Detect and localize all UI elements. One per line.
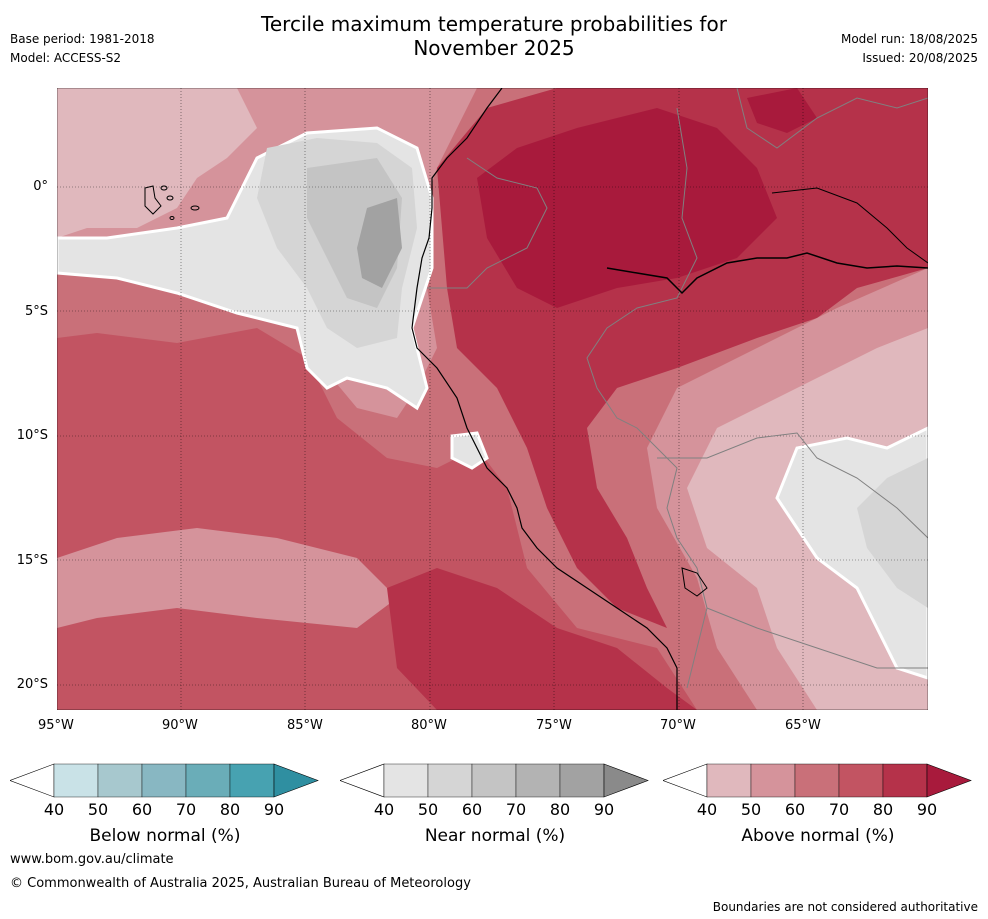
cb-above-tick-40: 40 <box>696 800 718 819</box>
colorbar-above-segment-4 <box>882 763 928 798</box>
colorbar-near-ticks: 40 50 60 70 80 90 <box>340 800 650 822</box>
cb-below-tick-90: 90 <box>263 800 285 819</box>
model-run: Model run: 18/08/2025 <box>840 32 978 46</box>
title-line-1: Tercile maximum temperature probabilitie… <box>261 12 727 36</box>
colorbar-below-segment-0 <box>53 763 99 798</box>
lon-tick-2: 85°W <box>287 718 323 733</box>
map-gridlines <box>57 88 928 710</box>
cb-below-tick-40: 40 <box>43 800 65 819</box>
footer-copyright: © Commonwealth of Australia 2025, Austra… <box>10 876 471 891</box>
cb-above-tick-80: 80 <box>872 800 894 819</box>
region-near-normal-small <box>450 431 489 470</box>
cb-below-tick-80: 80 <box>219 800 241 819</box>
cb-above-tick-90: 90 <box>916 800 938 819</box>
colorbar-above-ticks: 40 50 60 70 80 90 <box>663 800 973 822</box>
colorbar-above <box>663 762 973 800</box>
cb-above-tick-60: 60 <box>784 800 806 819</box>
region-above-80-ocean-south <box>387 568 697 710</box>
cb-near-tick-70: 70 <box>505 800 527 819</box>
cb-near-tick-90: 90 <box>593 800 615 819</box>
title-line-2: November 2025 <box>413 36 575 60</box>
colorbar-below-segment-2 <box>141 763 187 798</box>
cb-near-tick-60: 60 <box>461 800 483 819</box>
cb-near-tick-40: 40 <box>373 800 395 819</box>
colorbar-near-extend-high <box>603 763 649 798</box>
colorbar-below-segment-3 <box>185 763 231 798</box>
lon-tick-3: 80°W <box>411 718 447 733</box>
colorbar-below-svg <box>10 763 319 798</box>
lat-tick-2: 10°S <box>16 428 48 443</box>
colorbar-above-segment-2 <box>794 763 840 798</box>
colorbar-below <box>10 762 320 800</box>
region-above-60-ocean-band <box>57 528 397 628</box>
region-above-70-ocean <box>57 328 697 710</box>
page-title: Tercile maximum temperature probabilitie… <box>0 12 988 60</box>
cb-near-tick-50: 50 <box>417 800 439 819</box>
lon-tick-4: 75°W <box>536 718 572 733</box>
colorbar-below-ticks: 40 50 60 70 80 90 <box>10 800 320 822</box>
colorbar-below-segment-1 <box>97 763 143 798</box>
lat-tick-0: 0° <box>33 179 48 194</box>
lat-tick-1: 5°S <box>24 304 48 319</box>
colorbar-near-extend-low <box>340 763 385 798</box>
region-above-90-continent <box>477 108 777 308</box>
probability-map <box>57 88 928 710</box>
base-period: Base period: 1981-2018 <box>10 32 155 46</box>
country-borders <box>427 88 928 689</box>
cb-near-tick-80: 80 <box>549 800 571 819</box>
colorbar-below-extend-low <box>10 763 55 798</box>
colorbar-near-segment-0 <box>383 763 429 798</box>
lon-tick-0: 95°W <box>38 718 74 733</box>
colorbar-near-svg <box>340 763 649 798</box>
colorbar-below-segment-4 <box>229 763 275 798</box>
amazon-river <box>606 252 928 295</box>
lat-tick-3: 15°S <box>16 553 48 568</box>
model-name: Model: ACCESS-S2 <box>10 51 122 65</box>
footer-disclaimer: Boundaries are not considered authoritat… <box>712 900 978 914</box>
lon-tick-6: 65°W <box>785 718 821 733</box>
region-near-normal-west-70 <box>357 198 402 288</box>
cb-below-tick-50: 50 <box>87 800 109 819</box>
coastline <box>411 88 678 710</box>
colorbar-above-segment-3 <box>838 763 884 798</box>
region-above-40-nw <box>57 88 257 238</box>
lat-tick-4: 20°S <box>16 677 48 692</box>
colorbar-below-label: Below normal (%) <box>89 826 241 846</box>
colorbar-above-extend-low <box>663 763 708 798</box>
colorbar-near-segment-1 <box>427 763 473 798</box>
colorbar-above-svg <box>663 763 972 798</box>
region-near-normal-east-inner <box>857 458 928 608</box>
colorbar-near-segment-3 <box>515 763 561 798</box>
galapagos-islands <box>144 185 200 220</box>
cb-above-tick-50: 50 <box>740 800 762 819</box>
colorbar-above-label: Above normal (%) <box>741 826 895 846</box>
colorbar-near-label: Near normal (%) <box>424 826 566 846</box>
colorbar-above-segment-0 <box>706 763 752 798</box>
river-north <box>771 187 928 264</box>
lon-tick-5: 70°W <box>660 718 696 733</box>
region-above-90-northeast <box>747 88 817 133</box>
cb-below-tick-60: 60 <box>131 800 153 819</box>
colorbar-above-extend-high <box>926 763 972 798</box>
cb-below-tick-70: 70 <box>175 800 197 819</box>
colorbar-below-extend-high <box>273 763 319 798</box>
map-svg <box>57 88 928 710</box>
lake-titicaca <box>681 567 708 597</box>
issued-date: Issued: 20/08/2025 <box>862 51 978 65</box>
colorbar-near-segment-4 <box>559 763 605 798</box>
colorbar-near-segment-2 <box>471 763 517 798</box>
cb-above-tick-70: 70 <box>828 800 850 819</box>
footer-url: www.bom.gov.au/climate <box>10 852 174 867</box>
colorbar-above-segment-1 <box>750 763 796 798</box>
colorbar-near <box>340 762 650 800</box>
lon-tick-1: 90°W <box>162 718 198 733</box>
